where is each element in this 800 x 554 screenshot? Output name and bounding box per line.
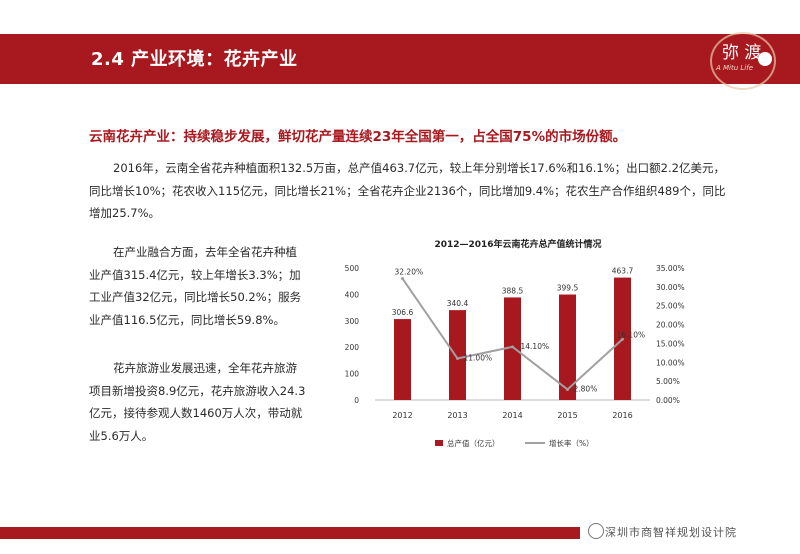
- logo-dot: [758, 52, 772, 66]
- y2-tick-label: 0.00%: [656, 396, 680, 405]
- logo-ring: [710, 32, 776, 90]
- y-tick-label: 100: [345, 370, 360, 379]
- bar-value-label: 340.4: [447, 299, 469, 308]
- bar-value-label: 388.5: [502, 286, 524, 295]
- chart-plot: 0 100 200 300 400 500 0.00% 5.00% 10.00% 15.00% 20…: [345, 264, 685, 448]
- growth-rate-label: 2.80%: [574, 384, 598, 393]
- footer-bar: [0, 527, 580, 539]
- y2-tick-label: 25.00%: [656, 302, 685, 311]
- growth-rate-label: 14.10%: [521, 342, 550, 351]
- bar-value-label: 399.5: [557, 284, 579, 293]
- bar: [449, 310, 466, 400]
- x-tick-label: 2014: [502, 411, 522, 420]
- bar-value-label: 306.6: [392, 308, 414, 317]
- headline: 云南花卉产业：持续稳步发展，鲜切花产量连续23年全国第一，占全国75%的市场份额…: [89, 129, 627, 145]
- growth-rate-label: 16.10%: [617, 330, 646, 339]
- logo-subtext: A Mitu Life: [716, 64, 754, 72]
- growth-rate-point: [621, 337, 624, 341]
- y2-tick-label: 15.00%: [656, 339, 685, 348]
- x-tick-label: 2013: [447, 411, 467, 420]
- y-tick-label: 300: [345, 317, 360, 326]
- footer-company: 深圳市商智祥规划设计院: [605, 526, 737, 539]
- legend-label-line: 增长率（%）: [549, 438, 594, 448]
- bar: [504, 297, 521, 400]
- paragraph-3: 花卉旅游业发展迅速，全年花卉旅游项目新增投资8.9亿元，花卉旅游收入24.3亿元…: [89, 361, 306, 443]
- paragraph-1: 2016年，云南全省花卉种植面积132.5万亩，总产值463.7亿元，较上年分别…: [89, 161, 726, 220]
- chart-title: 2012—2016年云南花卉总产值统计情况: [434, 238, 601, 250]
- paragraph-2: 在产业融合方面，去年全省花卉种植业产值315.4亿元，较上年增长3.3%；加工业…: [89, 245, 302, 327]
- x-tick-label: 2016: [612, 411, 632, 420]
- bar: [394, 319, 411, 400]
- x-tick-label: 2012: [392, 411, 412, 420]
- page-title: 2.4 产业环境：花卉产业: [91, 49, 298, 70]
- y2-tick-label: 10.00%: [656, 358, 685, 367]
- y2-tick-label: 30.00%: [656, 283, 685, 292]
- y2-tick-label: 35.00%: [656, 264, 685, 273]
- growth-rate-point: [511, 345, 514, 349]
- y-tick-label: 400: [345, 290, 360, 299]
- growth-rate-label: 32.20%: [395, 268, 424, 277]
- y2-tick-label: 20.00%: [656, 321, 685, 330]
- output-chart: 2012—2016年云南花卉总产值统计情况 0 100 200 300 400 500 0.…: [345, 238, 685, 448]
- y-tick-label: 500: [345, 264, 360, 273]
- bar: [559, 294, 576, 400]
- company-logo-icon: [588, 523, 604, 539]
- legend-label-bar: 总产值（亿元）: [447, 438, 500, 448]
- header-bar: 2.4 产业环境：花卉产业 弥 渡 A Mitu Life: [0, 32, 800, 90]
- growth-rate-label: 11.00%: [464, 354, 493, 363]
- growth-rate-point: [401, 277, 404, 281]
- y-tick-label: 200: [345, 343, 360, 352]
- growth-rate-point: [566, 387, 569, 391]
- y2-tick-label: 5.00%: [656, 377, 680, 386]
- brand-logo: 弥 渡 A Mitu Life: [700, 30, 778, 92]
- growth-rate-point: [456, 357, 459, 361]
- bar-value-label: 463.7: [612, 267, 634, 276]
- legend-swatch-bar: [435, 440, 443, 446]
- logo-text: 弥 渡: [722, 43, 762, 63]
- x-tick-label: 2015: [557, 411, 577, 420]
- y-tick-label: 0: [354, 396, 359, 405]
